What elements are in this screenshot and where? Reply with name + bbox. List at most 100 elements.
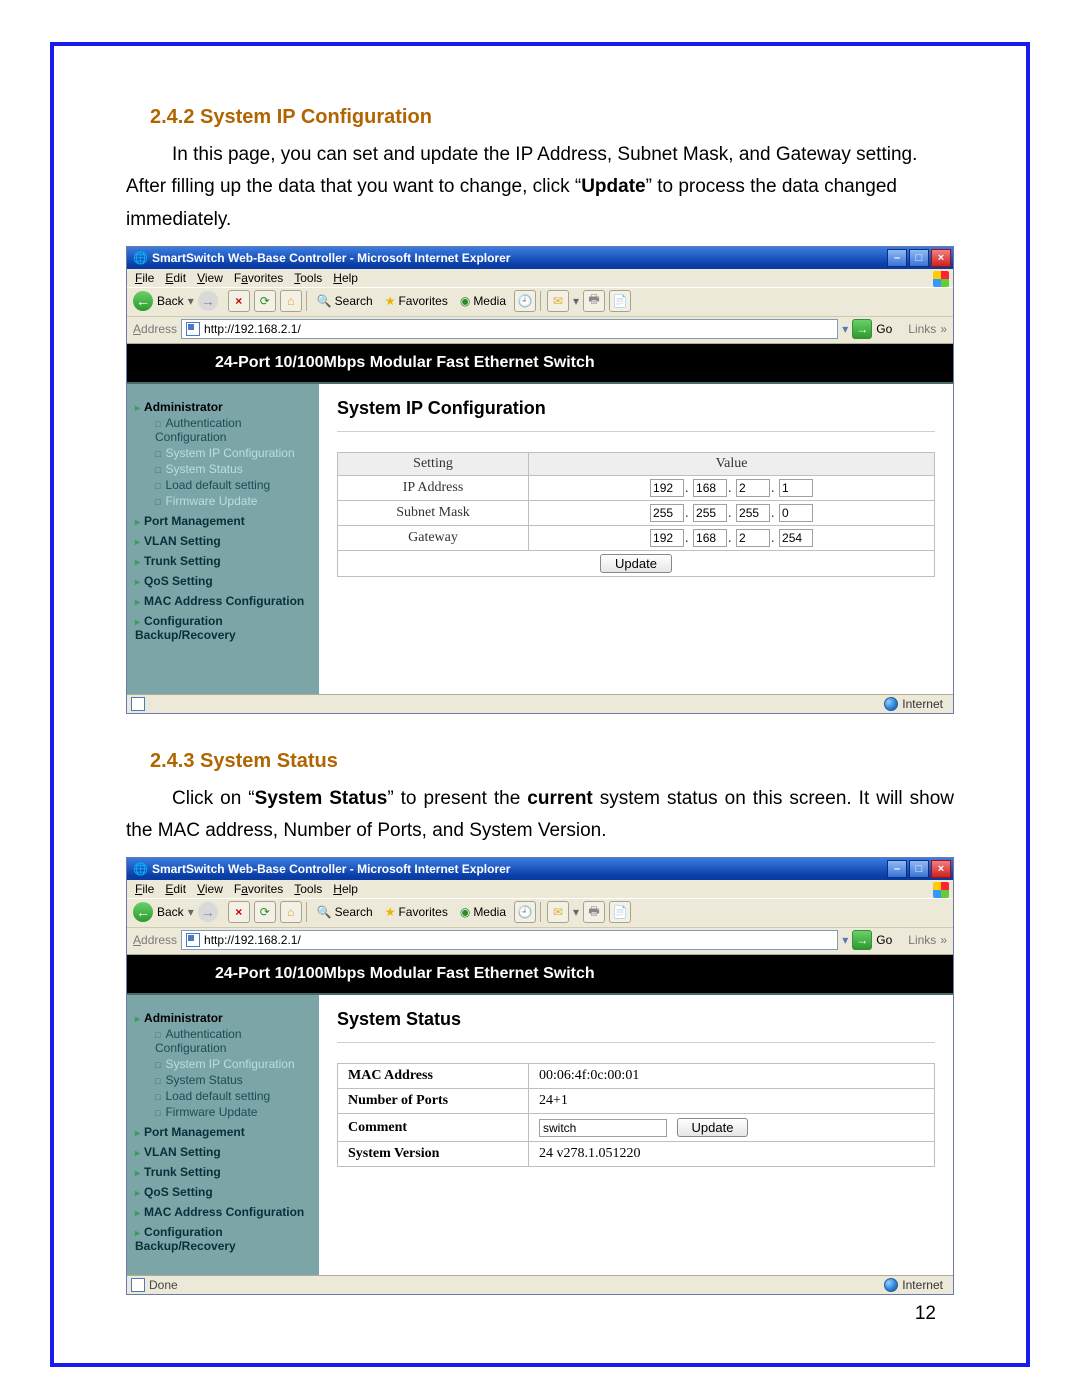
mail-chevron-icon[interactable]: ▾ xyxy=(573,294,579,308)
comment-input[interactable] xyxy=(539,1119,667,1137)
sidebar-group-trunk[interactable]: Trunk Setting xyxy=(135,554,313,568)
refresh-button[interactable]: ⟳ xyxy=(254,290,276,312)
menu-view[interactable]: View xyxy=(197,271,223,285)
links-chevron-icon[interactable]: » xyxy=(940,322,947,336)
links-label[interactable]: Links xyxy=(908,933,936,947)
back-chevron-icon[interactable]: ▾ xyxy=(188,294,194,308)
favorites-button[interactable]: ★Favorites xyxy=(381,904,452,920)
mail-chevron-icon[interactable]: ▾ xyxy=(573,905,579,919)
go-label[interactable]: Go xyxy=(876,933,892,947)
address-input[interactable]: http://192.168.2.1/ xyxy=(181,930,838,950)
menu-file[interactable]: File xyxy=(135,271,154,285)
home-button[interactable]: ⌂ xyxy=(280,290,302,312)
edit-button[interactable]: 📄 xyxy=(609,290,631,312)
back-label[interactable]: Back xyxy=(157,905,184,919)
forward-button[interactable]: → xyxy=(198,902,218,922)
sidebar-group-port[interactable]: Port Management xyxy=(135,1125,313,1139)
menu-help[interactable]: Help xyxy=(333,271,358,285)
sidebar-item-loaddef[interactable]: Load default setting xyxy=(155,478,313,492)
back-chevron-icon[interactable]: ▾ xyxy=(188,905,194,919)
sidebar-item-auth[interactable]: Authentication Configuration xyxy=(155,1027,313,1055)
minimize-button[interactable]: – xyxy=(887,860,907,878)
back-label[interactable]: Back xyxy=(157,294,184,308)
ip-octet-1[interactable] xyxy=(650,479,684,497)
sidebar-group-vlan[interactable]: VLAN Setting xyxy=(135,1145,313,1159)
links-chevron-icon[interactable]: » xyxy=(940,933,947,947)
sidebar-group-mac[interactable]: MAC Address Configuration xyxy=(135,1205,313,1219)
close-button[interactable]: × xyxy=(931,860,951,878)
go-button[interactable]: → xyxy=(852,930,872,950)
sidebar-item-status[interactable]: System Status xyxy=(155,462,313,476)
menu-tools[interactable]: Tools xyxy=(294,271,322,285)
sidebar-group-vlan[interactable]: VLAN Setting xyxy=(135,534,313,548)
update-button-ip[interactable]: Update xyxy=(600,554,672,573)
done-label: Done xyxy=(149,1278,178,1292)
refresh-button[interactable]: ⟳ xyxy=(254,901,276,923)
gw-octet-2[interactable] xyxy=(693,529,727,547)
sidebar-group-qos[interactable]: QoS Setting xyxy=(135,574,313,588)
search-button[interactable]: 🔍Search xyxy=(313,904,377,920)
menu-favorites[interactable]: Favorites xyxy=(234,271,283,285)
mask-octet-4[interactable] xyxy=(779,504,813,522)
address-input[interactable]: http://192.168.2.1/ xyxy=(181,319,838,339)
stop-button[interactable]: × xyxy=(228,901,250,923)
sidebar-group-qos[interactable]: QoS Setting xyxy=(135,1185,313,1199)
history-button[interactable]: 🕘 xyxy=(514,290,536,312)
gw-octet-3[interactable] xyxy=(736,529,770,547)
mask-octet-1[interactable] xyxy=(650,504,684,522)
gw-octet-1[interactable] xyxy=(650,529,684,547)
sidebar-group-mac[interactable]: MAC Address Configuration xyxy=(135,594,313,608)
home-button[interactable]: ⌂ xyxy=(280,901,302,923)
minimize-button[interactable]: – xyxy=(887,249,907,267)
ip-octet-4[interactable] xyxy=(779,479,813,497)
sidebar-item-loaddef[interactable]: Load default setting xyxy=(155,1089,313,1103)
update-button-status[interactable]: Update xyxy=(677,1118,749,1137)
sidebar-group-admin[interactable]: Administrator xyxy=(135,1011,313,1025)
mask-octet-3[interactable] xyxy=(736,504,770,522)
media-button[interactable]: ◉Media xyxy=(456,904,510,920)
back-button[interactable]: ← xyxy=(133,291,153,311)
go-button[interactable]: → xyxy=(852,319,872,339)
mail-button[interactable]: ✉ xyxy=(547,290,569,312)
go-label[interactable]: Go xyxy=(876,322,892,336)
forward-button[interactable]: → xyxy=(198,291,218,311)
mask-octet-2[interactable] xyxy=(693,504,727,522)
search-button[interactable]: 🔍Search xyxy=(313,293,377,309)
sidebar-item-sysip[interactable]: System IP Configuration xyxy=(155,446,313,460)
ip-octet-2[interactable] xyxy=(693,479,727,497)
sidebar-item-sysip[interactable]: System IP Configuration xyxy=(155,1057,313,1071)
sidebar-group-conf[interactable]: Configuration Backup/Recovery xyxy=(135,1225,313,1253)
maximize-button[interactable]: □ xyxy=(909,249,929,267)
sidebar-group-admin[interactable]: Administrator xyxy=(135,400,313,414)
sidebar-group-conf[interactable]: Configuration Backup/Recovery xyxy=(135,614,313,642)
address-chevron-icon[interactable]: ▾ xyxy=(842,322,848,336)
menu-help[interactable]: Help xyxy=(333,882,358,896)
sidebar-item-status[interactable]: System Status xyxy=(155,1073,313,1087)
edit-button[interactable]: 📄 xyxy=(609,901,631,923)
sidebar-item-fw[interactable]: Firmware Update xyxy=(155,1105,313,1119)
maximize-button[interactable]: □ xyxy=(909,860,929,878)
sidebar-group-port[interactable]: Port Management xyxy=(135,514,313,528)
links-label[interactable]: Links xyxy=(908,322,936,336)
address-chevron-icon[interactable]: ▾ xyxy=(842,933,848,947)
stop-button[interactable]: × xyxy=(228,290,250,312)
menu-view[interactable]: View xyxy=(197,882,223,896)
media-button[interactable]: ◉Media xyxy=(456,293,510,309)
print-button[interactable]: 🖶 xyxy=(583,290,605,312)
sidebar-item-auth[interactable]: Authentication Configuration xyxy=(155,416,313,444)
gw-octet-4[interactable] xyxy=(779,529,813,547)
history-button[interactable]: 🕘 xyxy=(514,901,536,923)
menu-favorites[interactable]: Favorites xyxy=(234,882,283,896)
close-button[interactable]: × xyxy=(931,249,951,267)
sidebar-group-trunk[interactable]: Trunk Setting xyxy=(135,1165,313,1179)
favorites-button[interactable]: ★Favorites xyxy=(381,293,452,309)
print-button[interactable]: 🖶 xyxy=(583,901,605,923)
menu-edit[interactable]: Edit xyxy=(165,271,186,285)
menu-edit[interactable]: Edit xyxy=(165,882,186,896)
mail-button[interactable]: ✉ xyxy=(547,901,569,923)
sidebar-item-fw[interactable]: Firmware Update xyxy=(155,494,313,508)
menu-file[interactable]: File xyxy=(135,882,154,896)
ip-octet-3[interactable] xyxy=(736,479,770,497)
back-button[interactable]: ← xyxy=(133,902,153,922)
menu-tools[interactable]: Tools xyxy=(294,882,322,896)
